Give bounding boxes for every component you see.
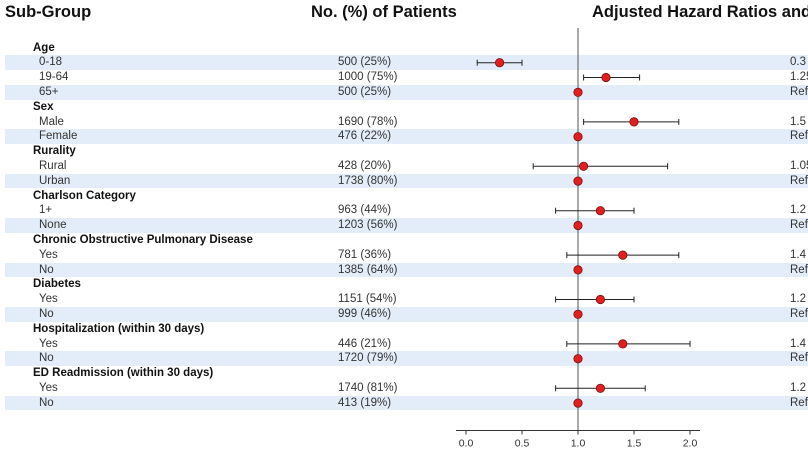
subgroup-label: 1+	[39, 204, 53, 217]
x-tick-label: 2.0	[683, 438, 698, 450]
hazard-point	[573, 220, 583, 231]
x-tick-label: 0.5	[515, 438, 530, 450]
hazard-ratio-value: Ref	[790, 130, 808, 143]
hazard-point	[573, 265, 583, 275]
hazard-ratio-value: 1.4	[790, 248, 806, 261]
subgroup-label: No	[39, 307, 54, 320]
hazard-ratio-value: Ref	[790, 219, 808, 232]
x-tick-label: 1.5	[627, 438, 642, 450]
row-band	[5, 351, 808, 367]
row-band	[5, 84, 808, 100]
row-band	[5, 173, 808, 189]
hazard-point	[573, 176, 583, 186]
hazard-point	[573, 132, 583, 142]
patients-header: No. (%) of Patients	[311, 3, 457, 21]
patient-count: 500 (25%)	[338, 56, 392, 69]
hazard-point	[618, 250, 628, 260]
patient-count: 1000 (75%)	[338, 71, 398, 84]
hazard-ratio-value: Ref	[790, 352, 808, 365]
row-band	[5, 395, 808, 411]
hazard-point	[573, 354, 583, 364]
patient-count: 1720 (79%)	[338, 352, 398, 365]
row-band	[5, 55, 808, 71]
hazard-point	[601, 72, 611, 83]
hazard-point	[629, 117, 639, 127]
subgroup-label: None	[39, 219, 67, 232]
hazard-ratio-value: 1.2	[790, 293, 806, 306]
patient-count: 1203 (56%)	[338, 219, 398, 232]
hazard-ratio-value: Ref	[790, 307, 808, 320]
subgroup-header: Sub-Group	[5, 3, 92, 21]
hazard-ratio-value: Ref	[790, 174, 808, 187]
patient-count: 446 (21%)	[338, 337, 392, 350]
patient-count: 781 (36%)	[338, 248, 392, 261]
group-label: Charlson Category	[33, 189, 136, 202]
subgroup-label: No	[39, 352, 54, 365]
hazard-point	[618, 339, 628, 349]
hazard-ratio-value: 0.3	[790, 56, 806, 69]
subgroup-label: Yes	[39, 248, 58, 261]
hazard-ratio-value: 1.2	[790, 381, 806, 394]
row-band	[5, 129, 808, 145]
subgroup-label: Yes	[39, 381, 58, 394]
hazard-ratio-value: 1.2	[790, 204, 806, 217]
hazard-ratio-value: Ref	[790, 396, 808, 409]
patient-count: 428 (20%)	[338, 159, 392, 172]
subgroup-label: Urban	[39, 174, 71, 187]
subgroup-label: 65+	[39, 85, 59, 98]
hazard-point	[573, 398, 583, 408]
subgroup-label: Female	[39, 130, 78, 143]
patient-count: 1151 (54%)	[338, 293, 397, 306]
hazard-point	[595, 206, 606, 216]
hazard-ratio-value: 1.05	[790, 159, 808, 172]
hazard-ratio-value: 1.25	[790, 71, 808, 84]
subgroup-label: Male	[39, 115, 64, 128]
hazard-point	[578, 161, 589, 171]
subgroup-label: No	[39, 263, 54, 276]
hazard-ratio-value: Ref	[790, 85, 808, 98]
patient-count: 1740 (81%)	[338, 381, 398, 394]
hazard-ratio-value: 1.5	[790, 115, 806, 128]
x-tick-label: 0.0	[459, 438, 474, 450]
hazard-ratio-value: Ref	[790, 263, 808, 276]
patient-count: 1738 (80%)	[338, 174, 398, 187]
x-tick-label: 1.0	[571, 438, 586, 450]
patient-count: 1690 (78%)	[338, 115, 398, 128]
hazard-point	[573, 309, 583, 319]
group-label: Age	[33, 41, 55, 54]
patient-count: 963 (44%)	[338, 204, 392, 217]
patient-count: 1385 (64%)	[338, 263, 398, 276]
hazard-point	[573, 87, 583, 97]
group-label: Rurality	[33, 145, 76, 158]
patient-count: 500 (25%)	[338, 85, 392, 98]
group-label: Chronic Obstructive Pulmonary Disease	[33, 233, 253, 246]
subgroup-label: Yes	[39, 337, 58, 350]
subgroup-label: Rural	[39, 159, 67, 172]
patient-count: 476 (22%)	[338, 130, 392, 143]
group-label: Diabetes	[33, 278, 81, 291]
patient-count: 413 (19%)	[338, 396, 392, 409]
hazard-ratio-value: 1.4	[790, 337, 806, 350]
patient-count: 999 (46%)	[338, 307, 392, 320]
group-label: ED Readmission (within 30 days)	[33, 367, 214, 380]
row-band	[5, 262, 808, 278]
hazard-point	[595, 294, 606, 305]
subgroup-label: 0-18	[39, 56, 63, 69]
group-label: Hospitalization (within 30 days)	[33, 322, 205, 335]
hazard-ratio-header: Adjusted Hazard Ratios and	[592, 3, 808, 21]
hazard-point	[494, 58, 505, 68]
hazard-point	[595, 383, 606, 393]
subgroup-label: Yes	[39, 293, 58, 306]
subgroup-label: No	[39, 396, 54, 409]
row-band	[5, 218, 808, 233]
group-label: Sex	[33, 100, 54, 113]
subgroup-label: 19-64	[39, 71, 69, 84]
row-band	[5, 306, 808, 322]
